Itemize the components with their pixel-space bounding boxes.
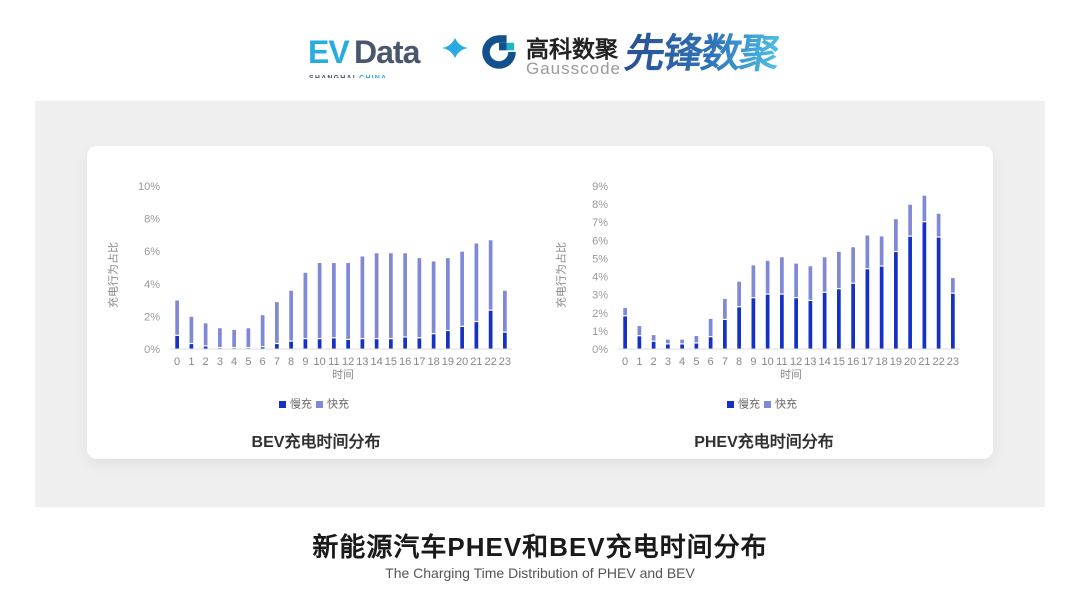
svg-text:0%: 0%: [144, 344, 160, 356]
svg-text:17: 17: [413, 356, 425, 368]
svg-text:0: 0: [622, 356, 628, 368]
svg-text:19: 19: [442, 356, 454, 368]
svg-text:时间: 时间: [332, 368, 354, 381]
svg-text:6: 6: [260, 356, 266, 368]
svg-text:SHANGHAI CHINA: SHANGHAI CHINA: [309, 75, 387, 78]
svg-text:23: 23: [499, 356, 511, 368]
svg-text:4%: 4%: [592, 272, 608, 284]
svg-text:先锋数聚: 先锋数聚: [622, 31, 784, 76]
svg-text:5: 5: [693, 356, 699, 368]
svg-text:13: 13: [804, 356, 816, 368]
svg-text:3: 3: [217, 356, 223, 368]
svg-text:22: 22: [932, 356, 944, 368]
svg-text:10%: 10%: [138, 181, 160, 193]
svg-text:5: 5: [245, 356, 251, 368]
svg-text:快充: 快充: [775, 397, 797, 411]
svg-text:6: 6: [708, 356, 714, 368]
svg-text:23: 23: [947, 356, 959, 368]
svg-text:19: 19: [890, 356, 902, 368]
svg-text:9: 9: [750, 356, 756, 368]
svg-text:15: 15: [833, 356, 845, 368]
svg-text:16: 16: [399, 356, 411, 368]
svg-text:12: 12: [790, 356, 802, 368]
svg-text:8: 8: [736, 356, 742, 368]
svg-text:时间: 时间: [780, 368, 802, 381]
svg-text:2: 2: [203, 356, 209, 368]
svg-text:Data: Data: [354, 34, 421, 70]
svg-text:9: 9: [302, 356, 308, 368]
svg-text:14: 14: [370, 356, 382, 368]
svg-text:16: 16: [847, 356, 859, 368]
svg-text:4%: 4%: [144, 279, 160, 291]
svg-text:11: 11: [328, 356, 339, 368]
svg-text:10: 10: [761, 356, 773, 368]
svg-text:12: 12: [342, 356, 354, 368]
svg-text:EV: EV: [308, 34, 350, 70]
svg-text:20: 20: [904, 356, 916, 368]
svg-text:7%: 7%: [592, 217, 608, 229]
svg-text:1%: 1%: [592, 326, 608, 338]
svg-text:21: 21: [470, 356, 482, 368]
svg-text:0%: 0%: [592, 344, 608, 356]
svg-text:Gausscode: Gausscode: [526, 59, 621, 78]
svg-text:0: 0: [174, 356, 180, 368]
svg-text:22: 22: [484, 356, 496, 368]
svg-text:9%: 9%: [592, 181, 608, 193]
svg-text:充电行为占比: 充电行为占比: [107, 242, 120, 308]
svg-text:3: 3: [665, 356, 671, 368]
svg-text:7: 7: [274, 356, 280, 368]
svg-text:15: 15: [385, 356, 397, 368]
svg-text:慢充: 慢充: [738, 397, 760, 411]
svg-text:13: 13: [356, 356, 368, 368]
svg-text:4: 4: [231, 356, 237, 368]
svg-text:10: 10: [313, 356, 325, 368]
svg-text:18: 18: [875, 356, 887, 368]
svg-text:11: 11: [776, 356, 787, 368]
svg-text:8: 8: [288, 356, 294, 368]
svg-text:2: 2: [651, 356, 657, 368]
svg-text:充电行为占比: 充电行为占比: [555, 242, 568, 308]
svg-text:14: 14: [818, 356, 830, 368]
svg-text:1: 1: [188, 356, 194, 368]
svg-text:2%: 2%: [144, 311, 160, 323]
svg-text:6%: 6%: [144, 246, 160, 258]
svg-text:慢充: 慢充: [290, 397, 312, 411]
svg-text:1: 1: [636, 356, 642, 368]
svg-text:18: 18: [427, 356, 439, 368]
svg-text:8%: 8%: [144, 214, 160, 226]
svg-text:21: 21: [918, 356, 930, 368]
svg-text:8%: 8%: [592, 199, 608, 211]
svg-text:5%: 5%: [592, 253, 608, 265]
svg-text:17: 17: [861, 356, 873, 368]
svg-text:7: 7: [722, 356, 728, 368]
svg-text:20: 20: [456, 356, 468, 368]
svg-text:2%: 2%: [592, 308, 608, 320]
svg-text:3%: 3%: [592, 290, 608, 302]
svg-text:快充: 快充: [327, 397, 349, 411]
svg-text:4: 4: [679, 356, 685, 368]
svg-text:6%: 6%: [592, 235, 608, 247]
